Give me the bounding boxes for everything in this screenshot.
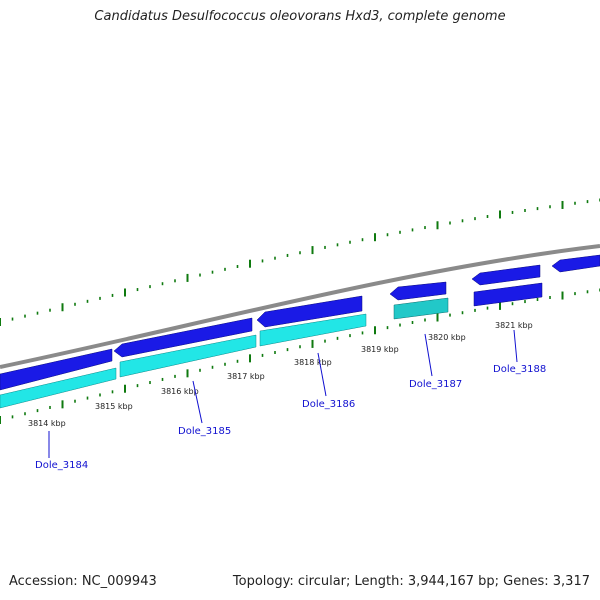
gene-dole-3187-reverse[interactable] bbox=[393, 297, 449, 320]
gene-dole-3185-forward[interactable] bbox=[113, 317, 253, 358]
leader-dole-3187 bbox=[424, 333, 433, 377]
topology-text: Topology: circular; Length: 3,944,167 bp… bbox=[232, 574, 590, 589]
outer-tick-marks bbox=[0, 198, 600, 326]
kbp-label: 3820 kbp bbox=[428, 333, 466, 342]
gene-labels: Dole_3184 Dole_3185 Dole_3186 Dole_3187 … bbox=[35, 364, 546, 471]
kbp-label: 3818 kbp bbox=[294, 358, 332, 367]
gene-dole-3184-reverse[interactable] bbox=[0, 367, 117, 409]
gene-label-dole-3187[interactable]: Dole_3187 bbox=[409, 379, 462, 390]
kbp-labels: 3814 kbp 3815 kbp 3816 kbp 3817 kbp 3818… bbox=[28, 321, 533, 428]
genome-backbone bbox=[0, 244, 600, 369]
kbp-label: 3817 kbp bbox=[227, 372, 265, 381]
kbp-label: 3816 kbp bbox=[161, 387, 199, 396]
kbp-label: 3815 kbp bbox=[95, 402, 133, 411]
gene-dole-3186-forward[interactable] bbox=[256, 295, 363, 328]
kbp-label: 3819 kbp bbox=[361, 345, 399, 354]
gene-next-forward[interactable] bbox=[551, 254, 600, 273]
gene-dole-3187-forward[interactable] bbox=[389, 281, 447, 301]
map-title: Candidatus Desulfococcus oleovorans Hxd3… bbox=[94, 9, 506, 24]
gene-label-dole-3188[interactable]: Dole_3188 bbox=[493, 364, 546, 375]
leader-dole-3186 bbox=[317, 352, 327, 397]
gene-label-leaders bbox=[48, 329, 518, 458]
leader-dole-3188 bbox=[513, 329, 518, 363]
gene-dole-3188-forward-a[interactable] bbox=[471, 264, 541, 286]
accession-text: Accession: NC_009943 bbox=[9, 574, 157, 589]
gene-label-dole-3186[interactable]: Dole_3186 bbox=[302, 399, 355, 410]
gene-label-dole-3184[interactable]: Dole_3184 bbox=[35, 460, 88, 471]
gene-dole-3185-reverse[interactable] bbox=[119, 334, 257, 378]
kbp-label: 3821 kbp bbox=[495, 321, 533, 330]
leader-dole-3185 bbox=[192, 380, 203, 424]
gene-dole-3184-forward[interactable] bbox=[0, 348, 113, 391]
inner-tick-marks bbox=[0, 288, 600, 424]
reverse-strand-genes bbox=[0, 297, 449, 409]
gene-label-dole-3185[interactable]: Dole_3185 bbox=[178, 426, 231, 437]
forward-strand-genes bbox=[0, 254, 600, 391]
gene-dole-3186-reverse[interactable] bbox=[259, 313, 367, 347]
gene-dole-3188-forward-b[interactable] bbox=[473, 282, 543, 307]
kbp-label: 3814 kbp bbox=[28, 419, 66, 428]
